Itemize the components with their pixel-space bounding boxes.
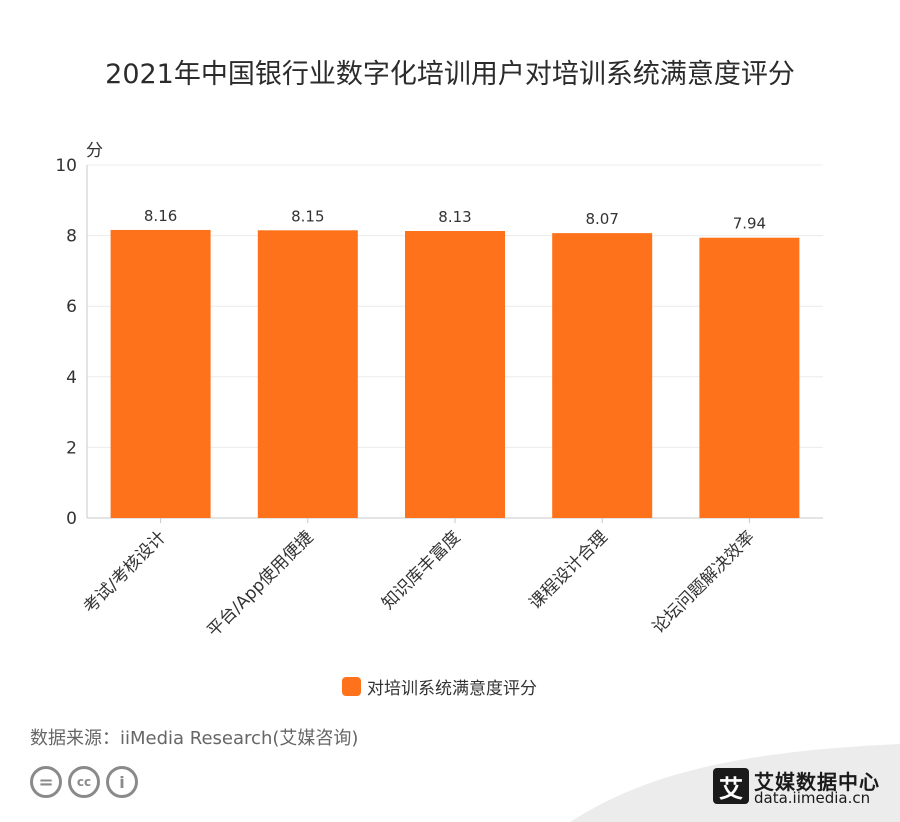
bar: [257, 230, 358, 518]
legend: 对培训系统满意度评分: [342, 674, 537, 699]
legend-label: 对培训系统满意度评分: [367, 679, 537, 699]
bar: [110, 229, 211, 518]
chart-title: 2021年中国银行业数字化培训用户对培训系统满意度评分: [105, 59, 795, 90]
cc-icon: cc: [68, 766, 100, 798]
bar: [405, 231, 505, 519]
brand-url: data.iimedia.cn: [754, 789, 871, 807]
bars: [110, 229, 800, 519]
source-note: 数据来源：iiMedia Research(艾媒咨询): [30, 728, 359, 749]
x-tick-label: 论坛问题解决效率: [649, 527, 759, 637]
y-tick-label: 4: [66, 368, 77, 388]
bar-value-label: 8.16: [144, 207, 177, 225]
bar: [699, 237, 800, 518]
brand-logo: 艾: [713, 768, 749, 804]
bar-value-label: 8.13: [438, 208, 471, 226]
x-tick-label: 课程设计合理: [525, 527, 611, 613]
person-icon: i: [106, 766, 138, 798]
y-tick-label: 0: [66, 509, 77, 529]
bar-value-label: 8.07: [585, 210, 618, 228]
equals-icon: =: [30, 766, 62, 798]
x-tick-label: 知识库丰富度: [378, 527, 464, 613]
brand-name: 艾媒数据中心: [754, 770, 880, 794]
license-icons: = cc i: [30, 766, 138, 798]
x-tick-label: 平台/App使用便捷: [203, 527, 318, 642]
x-tick-label: 考试/考核设计: [80, 527, 170, 617]
y-axis-label: 分: [86, 141, 103, 161]
legend-swatch: [342, 677, 361, 696]
y-tick-label: 10: [55, 156, 77, 176]
bar-value-label: 8.15: [291, 207, 324, 225]
y-tick-label: 2: [66, 438, 77, 458]
y-tick-label: 8: [66, 227, 77, 247]
bar: [552, 233, 653, 518]
y-tick-label: 6: [66, 297, 77, 317]
bar-value-label: 7.94: [733, 215, 766, 233]
